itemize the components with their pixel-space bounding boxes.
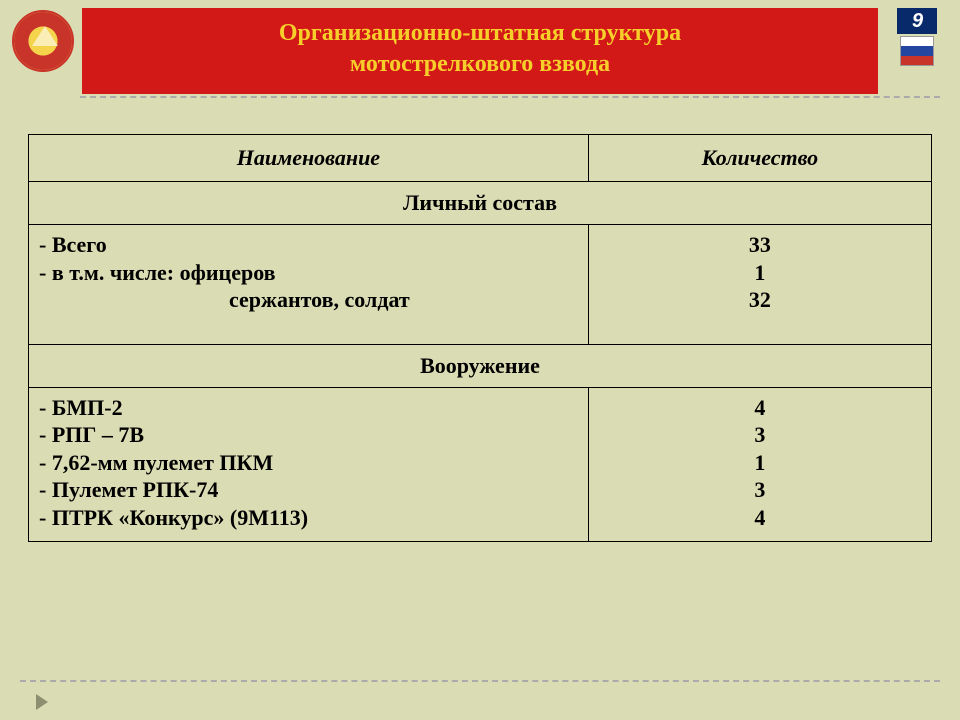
next-arrow-icon[interactable] bbox=[36, 694, 48, 710]
col-header-qty: Количество bbox=[588, 135, 931, 182]
section-personnel: Личный состав bbox=[29, 182, 932, 225]
title-banner: Организационно-штатная структура мотостр… bbox=[82, 8, 878, 94]
section-armament-title: Вооружение bbox=[29, 344, 932, 387]
col-header-name: Наименование bbox=[29, 135, 589, 182]
divider-bottom bbox=[20, 680, 940, 682]
header-row: Организационно-штатная структура мотостр… bbox=[0, 0, 960, 94]
personnel-names: - Всего - в т.м. числе: офицеров сержант… bbox=[29, 225, 589, 345]
personnel-line: - Всего bbox=[39, 231, 578, 259]
structure-table: Наименование Количество Личный состав - … bbox=[28, 134, 932, 542]
armament-line: - 7,62-мм пулемет ПКМ bbox=[39, 449, 578, 477]
flag-icon bbox=[900, 36, 934, 66]
title-line-2: мотострелкового взвода bbox=[102, 49, 858, 80]
armament-names: - БМП-2 - РПГ – 7В - 7,62-мм пулемет ПКМ… bbox=[29, 387, 589, 542]
qty-line: 32 bbox=[599, 286, 921, 314]
qty-line: 1 bbox=[599, 259, 921, 287]
armament-line: - ПТРК «Конкурс» (9М113) bbox=[39, 504, 578, 532]
armament-row: - БМП-2 - РПГ – 7В - 7,62-мм пулемет ПКМ… bbox=[29, 387, 932, 542]
title-line-1: Организационно-штатная структура bbox=[102, 18, 858, 49]
qty-line: 3 bbox=[599, 421, 921, 449]
qty-line: 4 bbox=[599, 394, 921, 422]
personnel-qty: 33 1 32 bbox=[588, 225, 931, 345]
personnel-line: сержантов, солдат bbox=[39, 286, 578, 314]
page-number: 9 bbox=[897, 8, 937, 34]
corner-box: 9 bbox=[886, 8, 948, 66]
table-header-row: Наименование Количество bbox=[29, 135, 932, 182]
qty-line: 33 bbox=[599, 231, 921, 259]
personnel-row: - Всего - в т.м. числе: офицеров сержант… bbox=[29, 225, 932, 345]
qty-line: 3 bbox=[599, 476, 921, 504]
qty-line: 4 bbox=[599, 504, 921, 532]
armament-line: - РПГ – 7В bbox=[39, 421, 578, 449]
emblem-icon bbox=[12, 10, 74, 72]
armament-qty: 4 3 1 3 4 bbox=[588, 387, 931, 542]
personnel-line: - в т.м. числе: офицеров bbox=[39, 259, 578, 287]
section-personnel-title: Личный состав bbox=[29, 182, 932, 225]
table-container: Наименование Количество Личный состав - … bbox=[0, 98, 960, 542]
armament-line: - Пулемет РПК-74 bbox=[39, 476, 578, 504]
armament-line: - БМП-2 bbox=[39, 394, 578, 422]
qty-line: 1 bbox=[599, 449, 921, 477]
section-armament: Вооружение bbox=[29, 344, 932, 387]
